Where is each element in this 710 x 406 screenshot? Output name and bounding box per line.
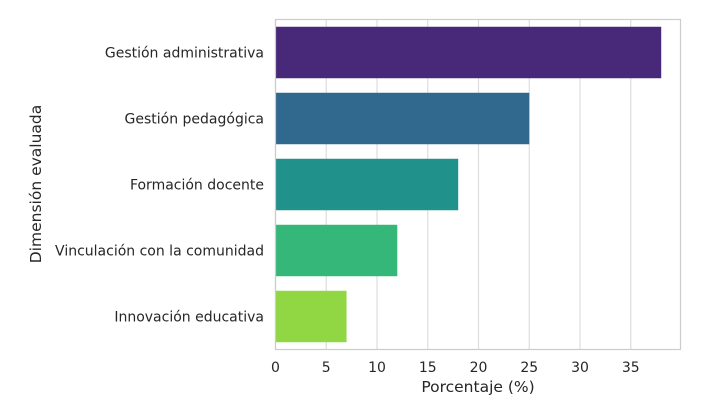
x-tick-label: 15 <box>419 360 437 376</box>
bars <box>275 26 662 343</box>
bar <box>275 224 398 277</box>
y-tick-label: Gestión pedagógica <box>125 112 265 128</box>
plot-frame <box>274 18 682 351</box>
x-tick-label: 30 <box>571 360 589 376</box>
y-tick-label: Innovación educativa <box>114 310 264 326</box>
x-tick-label: 20 <box>470 360 488 376</box>
x-tick-label: 35 <box>622 360 640 376</box>
x-tick-label: 5 <box>322 360 331 376</box>
bar <box>275 158 459 211</box>
y-tick-labels: Gestión administrativa Gestión pedagógica… <box>55 46 264 326</box>
bar <box>275 26 662 79</box>
y-tick-label: Gestión administrativa <box>105 46 264 62</box>
x-tick-label: 25 <box>520 360 538 376</box>
x-axis-label: Porcentaje (%) <box>421 378 534 396</box>
x-tick-labels: 0 5 10 15 20 25 30 35 <box>271 360 640 376</box>
x-tick-label: 0 <box>271 360 280 376</box>
x-tick-label: 10 <box>368 360 386 376</box>
bar <box>275 92 530 145</box>
y-axis-label: Dimensión evaluada <box>27 105 45 264</box>
bar <box>275 290 347 343</box>
y-tick-label: Formación docente <box>130 178 264 194</box>
y-tick-label: Vinculación con la comunidad <box>55 244 264 260</box>
